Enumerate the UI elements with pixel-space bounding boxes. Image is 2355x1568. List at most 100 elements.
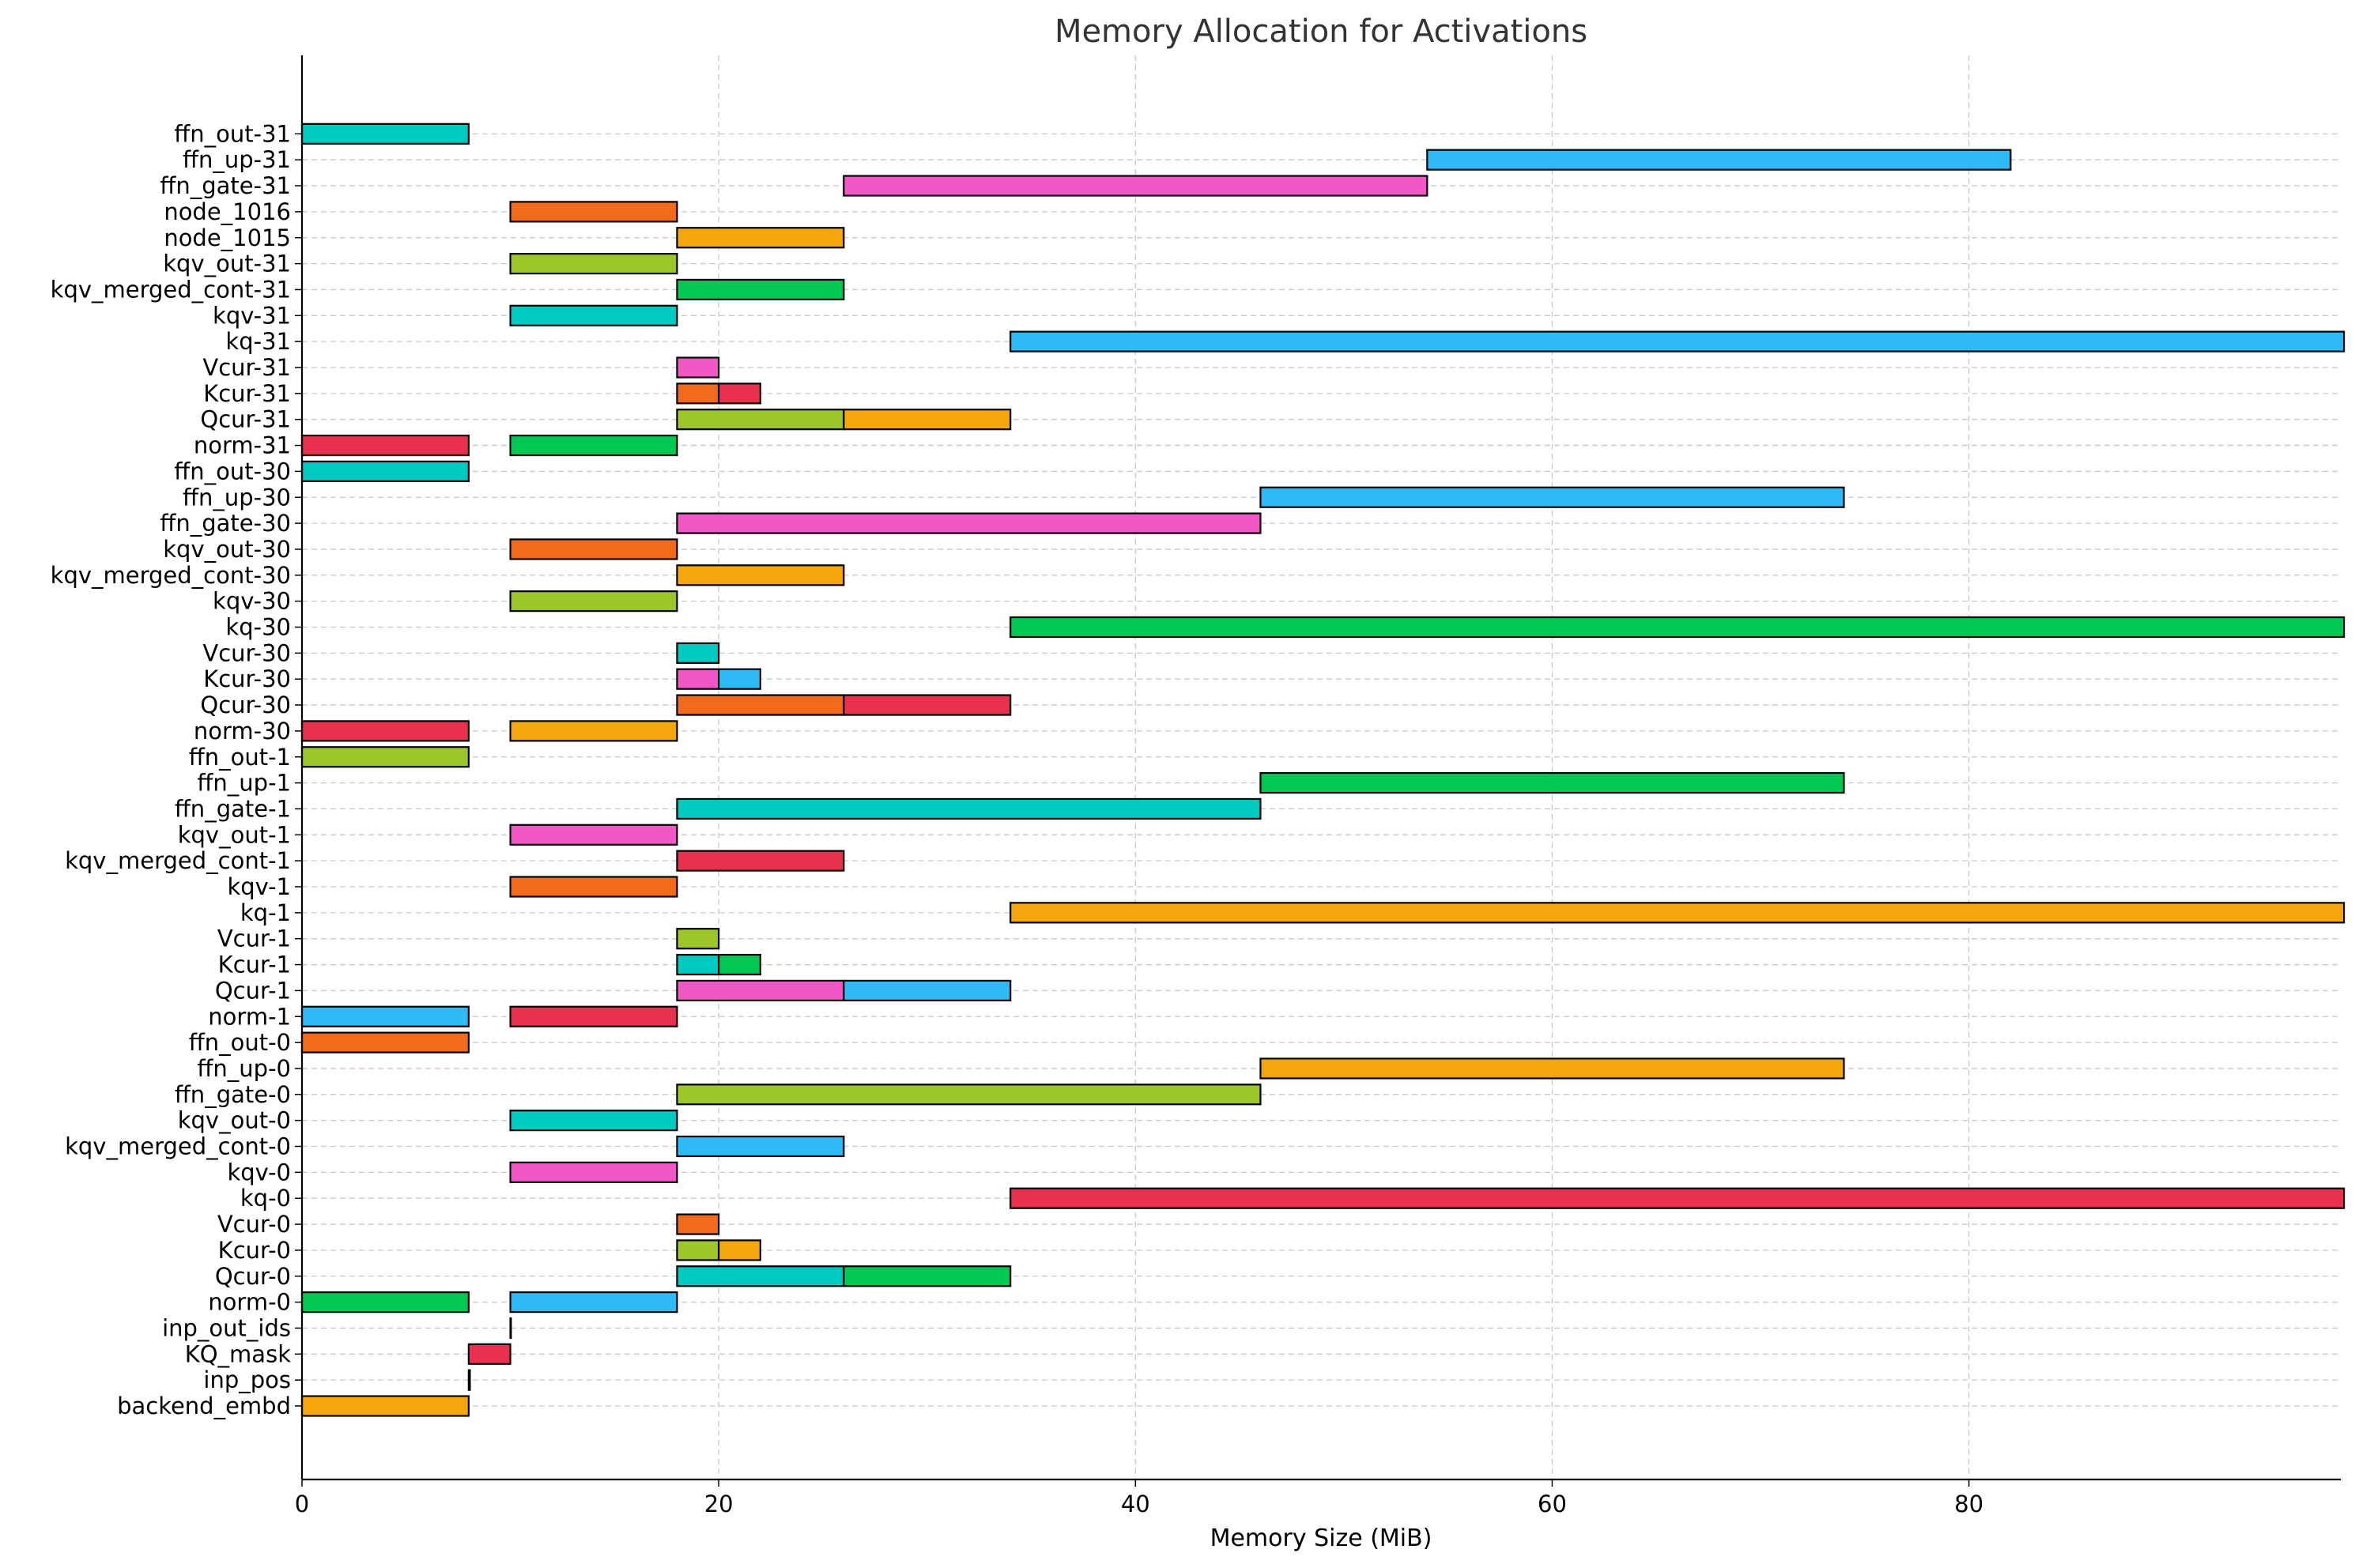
y-category-label: ffn_gate-31: [160, 172, 291, 199]
allocation-bar: [676, 928, 720, 950]
allocation-bar: [676, 1213, 720, 1235]
allocation-bar: [300, 122, 470, 145]
y-category-label: kqv-0: [227, 1159, 291, 1185]
y-category-label: Kcur-30: [203, 665, 291, 692]
y-category-label: kq-1: [240, 899, 291, 926]
y-category-label: norm-31: [194, 432, 291, 459]
y-category-label: inp_out_ids: [162, 1314, 291, 1341]
y-category-label: kq-31: [225, 328, 291, 355]
allocation-bar: [509, 824, 678, 846]
allocation-bar: [300, 1031, 470, 1054]
y-category-label: norm-1: [208, 1003, 291, 1030]
allocation-bar: [718, 668, 761, 690]
y-category-label: Vcur-30: [202, 639, 291, 666]
ticks-layer: 020406080100backend_embdinp_posKQ_maskin…: [51, 120, 1983, 1517]
allocation-bar: [843, 1265, 1012, 1287]
allocation-bar: [467, 1369, 471, 1391]
y-category-label: ffn_gate-1: [175, 795, 291, 822]
y-category-label: Vcur-31: [202, 354, 291, 381]
x-tick-label: 60: [1538, 1491, 1567, 1517]
allocation-bar: [843, 979, 1012, 1002]
allocation-bar: [300, 434, 470, 457]
allocation-bar: [509, 434, 678, 457]
y-category-label: Kcur-1: [218, 952, 291, 978]
allocation-bar: [509, 253, 678, 275]
y-category-label: ffn_up-1: [197, 770, 291, 797]
allocation-bar: [843, 409, 1012, 431]
x-tick-label: 0: [295, 1491, 309, 1517]
x-tick-label: 20: [704, 1491, 734, 1517]
y-category-label: KQ_mask: [185, 1340, 291, 1367]
allocation-bar: [300, 1395, 470, 1417]
allocation-bar: [1259, 1057, 1845, 1080]
allocation-bar: [300, 720, 470, 742]
allocation-bar: [1426, 149, 2012, 171]
y-category-label: ffn_up-30: [183, 484, 291, 511]
allocation-bar: [509, 1291, 678, 1314]
allocation-bar: [300, 746, 470, 768]
y-category-label: kqv_merged_cont-31: [51, 276, 291, 303]
allocation-bar: [676, 979, 845, 1002]
y-category-label: kqv_out-1: [178, 821, 291, 848]
allocation-bar: [509, 201, 678, 223]
x-tick-label: 80: [1954, 1491, 1983, 1517]
y-category-label: ffn_up-31: [183, 146, 291, 173]
allocation-bar: [300, 1291, 470, 1314]
allocation-bar: [676, 1265, 845, 1287]
chart-title: Memory Allocation for Activations: [1055, 13, 1587, 50]
allocation-bar: [676, 850, 845, 872]
y-category-label: kqv_out-31: [163, 251, 291, 277]
y-category-label: ffn_up-0: [197, 1055, 291, 1082]
y-category-label: Qcur-0: [215, 1263, 291, 1290]
allocation-bar: [1010, 330, 2346, 352]
allocation-bar: [509, 1161, 678, 1183]
allocation-bar: [509, 720, 678, 742]
allocation-bar: [676, 1135, 845, 1158]
y-category-label: ffn_gate-0: [175, 1081, 291, 1108]
y-category-label: ffn_out-31: [174, 120, 291, 147]
allocation-bar: [718, 1239, 761, 1261]
allocation-bar: [509, 1005, 678, 1027]
y-category-label: ffn_out-0: [189, 1029, 291, 1056]
allocation-bar: [718, 383, 761, 405]
allocation-bar: [676, 1239, 720, 1261]
y-category-label: Kcur-31: [203, 380, 291, 407]
y-category-label: Qcur-31: [200, 406, 291, 433]
y-category-label: ffn_gate-30: [160, 510, 291, 537]
x-axis-label: Memory Size (MiB): [1210, 1525, 1432, 1552]
y-category-label: norm-0: [208, 1289, 291, 1316]
y-category-label: kqv_merged_cont-0: [65, 1133, 291, 1160]
allocation-bar: [509, 1110, 678, 1132]
allocation-bar: [1010, 616, 2346, 639]
y-category-label: kqv_out-30: [163, 536, 291, 563]
axes-layer: [300, 55, 2341, 1481]
allocation-bar: [676, 564, 845, 586]
allocation-bar: [676, 668, 720, 690]
y-category-label: ffn_out-1: [189, 744, 291, 771]
y-category-label: kqv_merged_cont-30: [51, 562, 291, 589]
allocation-bar: [1010, 1187, 2346, 1209]
allocation-bar: [843, 175, 1428, 197]
allocation-bar: [676, 278, 845, 301]
y-category-label: node_1016: [164, 198, 291, 225]
allocation-bar: [300, 460, 470, 483]
allocation-bar: [718, 953, 761, 976]
allocation-bar: [676, 1084, 1262, 1106]
allocation-bar: [300, 1005, 470, 1027]
allocation-bar: [676, 512, 1262, 534]
y-category-label: norm-30: [194, 718, 291, 744]
y-category-label: kq-0: [240, 1185, 291, 1212]
allocation-bar: [676, 953, 720, 976]
y-category-label: Kcur-0: [218, 1237, 291, 1264]
grid-layer: [301, 55, 2341, 1479]
allocation-bar: [843, 694, 1012, 716]
y-category-label: Vcur-1: [217, 925, 291, 952]
allocation-bar: [509, 590, 678, 612]
allocation-bar: [676, 356, 720, 379]
y-category-label: kqv-1: [227, 873, 291, 900]
allocation-bar: [676, 694, 845, 716]
y-category-label: ffn_out-30: [174, 458, 291, 484]
